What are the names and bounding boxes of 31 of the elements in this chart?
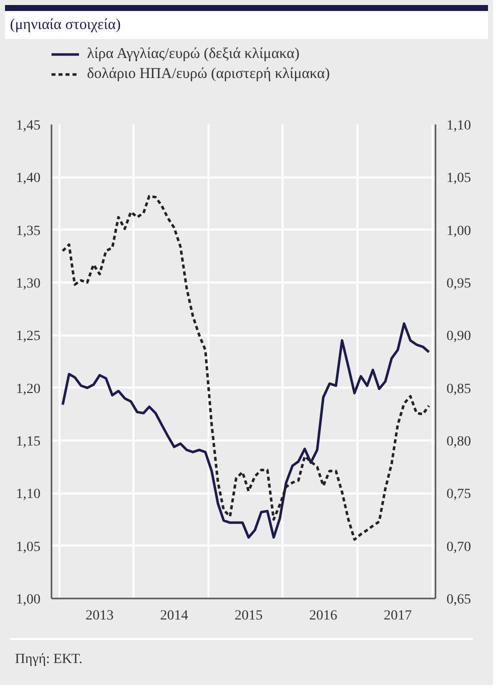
- y-tick-label: 1,25: [16, 329, 40, 344]
- y2-tick-label: 1,05: [446, 171, 471, 186]
- y-tick-label: 1,05: [16, 540, 40, 555]
- y2-tick-label: 0,80: [446, 434, 471, 450]
- text: Πηγή: ΕΚΤ.: [15, 651, 82, 669]
- y-tick-label: 1,20: [16, 382, 40, 397]
- y2-tick-label: 1,00: [446, 224, 471, 239]
- y-tick-label: 1,00: [16, 592, 40, 608]
- y2-tick-label: 0,85: [446, 382, 471, 397]
- y-tick-label: 1,40: [16, 171, 40, 186]
- legend-label: λίρα Αγγλίας/ευρώ (δεξιά κλίμακα): [87, 46, 300, 62]
- y-tick-label: 1,15: [16, 434, 40, 450]
- y-tick-label: 1,45: [16, 118, 40, 134]
- line-series: [61, 322, 430, 539]
- y2-tick-label: 0,95: [446, 276, 471, 292]
- y-tick-label: 1,30: [16, 276, 40, 292]
- chart-subtitle: (μηνιαία στοιχεία): [10, 16, 121, 35]
- y2-tick-label: 0,90: [446, 329, 471, 344]
- x-tick-label: 2013: [86, 608, 114, 624]
- y-tick-label: 1,35: [16, 224, 40, 239]
- legend-label: δολάριο ΗΠΑ/ευρώ (αριστερή κλίμακα): [87, 66, 330, 82]
- line-series: [61, 194, 430, 541]
- y2-tick-label: 0,75: [446, 487, 471, 502]
- x-tick-label: 2016: [309, 608, 338, 624]
- x-tick-label: 2014: [160, 608, 188, 624]
- y2-tick-label: 1,10: [446, 118, 471, 134]
- y-tick-label: 1,10: [16, 487, 40, 502]
- y2-tick-label: 0,70: [446, 540, 471, 555]
- x-tick-label: 2017: [384, 608, 412, 624]
- x-tick-label: 2015: [234, 608, 263, 624]
- y2-tick-label: 0,65: [446, 592, 471, 608]
